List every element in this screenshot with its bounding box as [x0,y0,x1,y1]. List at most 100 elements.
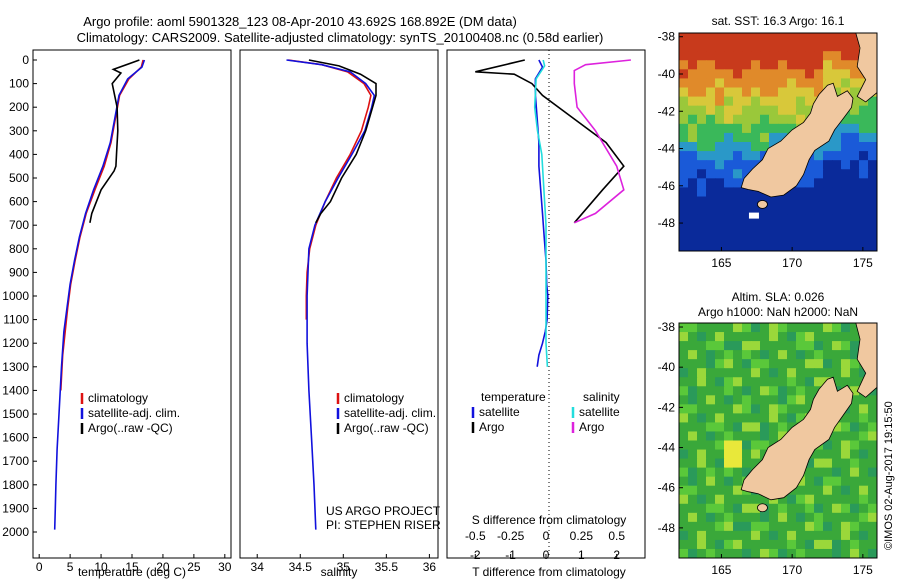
sla-cell [706,395,716,405]
sla-cell [805,530,815,541]
sla-cell [760,332,770,342]
sst-cell [706,232,716,243]
sla-cell [715,359,725,369]
sla-cell [715,368,725,378]
sst-cell [787,60,797,70]
sla-cell [778,539,788,550]
sst-cell [688,205,698,216]
sst-cell [742,96,752,107]
sla-cell [679,503,689,514]
sla-cell [832,377,842,387]
sst-cell [796,60,806,70]
sla-cell [868,413,877,424]
sla-cell [859,449,869,460]
sst-cell [805,196,815,207]
sla-cell [868,539,877,550]
sla-cell [715,503,725,514]
sla-cell [769,377,779,387]
sla_map-lat-tick-label: -48 [658,521,676,535]
sla-cell [724,449,734,460]
sst-cell [760,114,770,125]
sst-cell [742,196,752,207]
sla-cell [796,395,806,405]
sst-cell [769,132,779,143]
sla-cell [688,503,698,514]
sst-cell [814,178,824,189]
sst-cell [868,142,877,152]
sla-cell [832,476,842,487]
sla_map-lat-tick-label: -40 [658,360,676,374]
sst-cell [796,78,806,89]
sla-cell [760,341,770,351]
sst-cell [724,132,734,143]
depth-tick-label: 0 [22,53,29,67]
sla-cell [823,323,833,333]
sst-cell [679,132,689,143]
sst-cell [796,232,806,243]
sst-cell [760,223,770,234]
sst-cell [796,114,806,125]
sla-cell [724,485,734,496]
sla-cell [859,521,869,532]
difference-series-satellite-salinity-line [533,59,549,367]
sst-cell [724,160,734,170]
sla-cell [724,548,734,558]
sla-cell [778,323,788,333]
sst-cell [751,241,761,251]
sst-cell [679,87,689,98]
sst-cell [796,196,806,207]
sst-cell [832,187,842,198]
sst-cell [823,160,833,170]
sst-cell [751,69,761,80]
sst-cell [751,151,761,161]
sst-cell [679,178,689,189]
sst-cell [751,160,761,170]
sla-cell [706,377,716,387]
sst-cell [697,114,707,125]
sst-cell [715,114,725,125]
sst-cell [850,69,860,80]
sst-cell [868,105,877,116]
sst-cell [823,223,833,234]
sla-cell [769,359,779,369]
sst-cell [814,78,824,89]
sla-cell [742,422,752,433]
sla-cell [778,350,788,360]
sst-cell [751,51,761,61]
sla-cell [724,467,734,478]
sst-cell [679,33,689,43]
sst-cell [796,87,806,98]
sla-cell [751,323,761,333]
sla-cell [688,539,698,550]
sst-cell [715,33,725,43]
sst-map-panel: sat. SST: 16.3 Argo: 16.1 165 170 175 -38 -… [658,14,878,270]
depth-tick-label: 1100 [3,313,29,327]
sst-cell [742,105,752,116]
sst-cell [706,169,716,179]
sla-cell [733,332,743,342]
difference-panel: -2 -1 0 1 2 -0.5 -0.25 0 0.25 0.5 S difference f… [446,49,646,579]
sst-cell [697,42,707,52]
sst-cell [715,214,725,225]
sst-cell [787,214,797,225]
sla-cell [805,386,815,396]
sla-cell [769,548,779,558]
sst-cell [868,169,877,179]
sla_map-lat-tick-label: -46 [658,481,676,495]
sst-cell [688,105,698,116]
sst-cell [769,214,779,225]
sst-cell [697,187,707,198]
sla-cell [733,476,743,487]
sst-cell [715,142,725,152]
temperature-xtick-label: 10 [94,560,108,574]
salinity-xtick-label: 35.5 [375,560,399,574]
sla-cell [859,422,869,433]
depth-tick-label: 1800 [2,478,29,492]
sla-cell [787,494,797,505]
depth-tick-label: 1000 [2,289,29,303]
sla-cell [679,404,689,414]
sst-cell [778,196,788,207]
sla-cell [760,350,770,360]
sst-cell [769,223,779,234]
sst-cell [679,114,689,125]
